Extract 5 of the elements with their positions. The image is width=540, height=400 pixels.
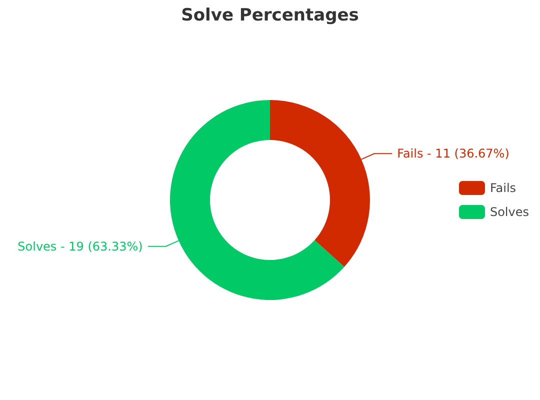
data-label: Fails - 11 (36.67%) <box>397 146 510 161</box>
chart-title: Solve Percentages <box>181 6 359 26</box>
legend-label: Fails <box>490 181 516 195</box>
legend-label: Solves <box>490 205 529 219</box>
data-label: Solves - 19 (63.33%) <box>18 239 143 254</box>
